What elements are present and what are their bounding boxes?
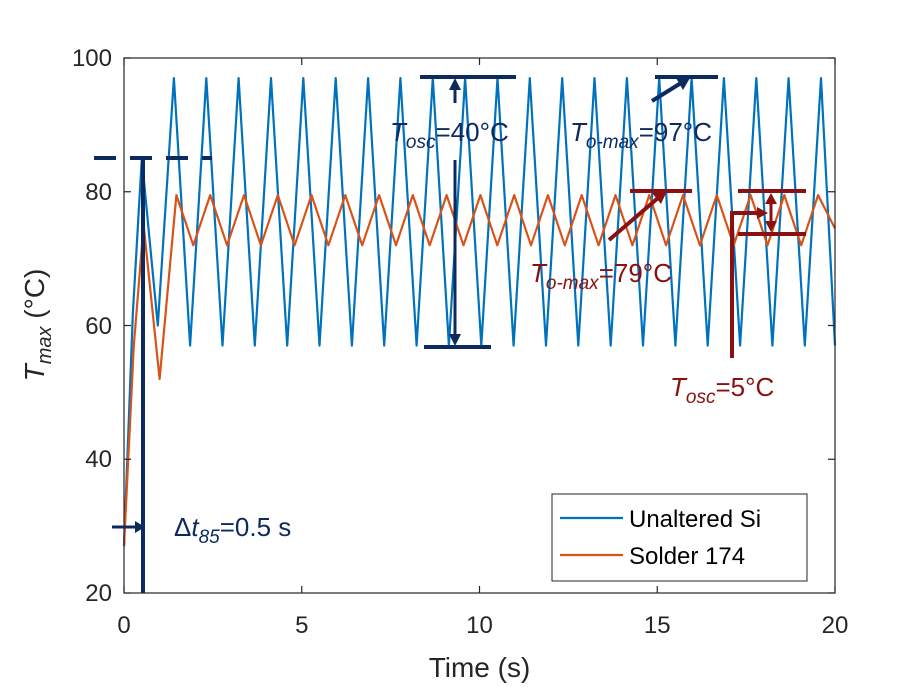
solder-tomax-sub: o-max (546, 273, 600, 294)
si-tomax-sub: o-max (586, 132, 640, 153)
x-tick-label: 10 (466, 612, 493, 639)
y-axis-title: Tmax (°C) (19, 269, 56, 382)
y-tick-label: 20 (85, 580, 112, 607)
solder-tomax-label: To-max=79°C (530, 258, 672, 294)
solder-tomax-value: =79°C (599, 258, 672, 288)
dt85-var: t (191, 512, 200, 542)
y-tick-label: 100 (72, 45, 112, 72)
solder-tosc-value: =5°C (715, 372, 774, 402)
si-tomax-annotation: To-max=97°C (570, 75, 718, 153)
solder-tosc-arrow-up (765, 193, 777, 204)
si-tosc-sub: osc (406, 132, 436, 153)
solder-tomax-annotation: To-max=79°C (530, 189, 692, 294)
y-axis-sub: max (34, 325, 56, 364)
solder-tomax-var: T (530, 258, 548, 288)
si-tosc-arrow-down (449, 334, 461, 346)
solder-tosc-var: T (670, 372, 688, 402)
dt85-prefix: Δ (174, 512, 191, 542)
solder-tosc-leader-head (757, 207, 768, 219)
solder-tosc-arrow-down (765, 221, 777, 232)
si-tomax-value: =97°C (639, 117, 712, 147)
si-tosc-arrow-up (449, 78, 461, 90)
dt85-annotation: Δt85=0.5 s (94, 156, 291, 593)
si-tosc-annotation: Tosc=40°C (390, 75, 516, 349)
series-line-solder-174 (122, 194, 836, 547)
x-tick-label: 15 (644, 612, 671, 639)
si-tomax-arrow-shaft (650, 81, 683, 103)
si-tomax-var: T (570, 117, 588, 147)
dt85-value: =0.5 s (220, 512, 292, 542)
solder-tosc-leader (730, 211, 760, 358)
solder-tomax-arrow-head (652, 191, 667, 204)
si-tosc-label: Tosc=40°C (390, 117, 509, 153)
x-tick-label: 0 (117, 612, 130, 639)
solder-tosc-sub: osc (686, 387, 716, 408)
y-tick-label: 60 (85, 313, 112, 340)
legend-box (551, 493, 808, 582)
y-axis-var: T (19, 362, 50, 381)
si-tosc-var: T (390, 117, 408, 147)
series-line-unaltered-si (122, 76, 837, 547)
legend-label-solder-174: Solder 174 (629, 543, 745, 570)
si-tomax-label: To-max=97°C (570, 117, 712, 153)
si-tomax-arrow-head (676, 78, 690, 90)
legend-label-unaltered-si: Unaltered Si (629, 506, 761, 533)
solder-tosc-label: Tosc=5°C (670, 372, 774, 408)
solder-tosc-annotation: Tosc=5°C (670, 189, 806, 408)
dt85-sub: 85 (199, 527, 221, 548)
series-layer (122, 76, 837, 547)
y-axis-unit: (°C) (19, 269, 50, 327)
si-tosc-value: =40°C (435, 117, 508, 147)
x-tick-label: 5 (295, 612, 308, 639)
x-tick-label: 20 (822, 612, 849, 639)
ticks-layer (123, 57, 836, 594)
legend: Unaltered Si Solder 174 (551, 493, 808, 582)
solder-tomax-arrow-shaft (607, 196, 660, 242)
y-tick-label: 40 (85, 446, 112, 473)
dt85-arrow-head (135, 521, 145, 533)
dt85-label: Δt85=0.5 s (174, 512, 291, 548)
y-tick-label: 80 (85, 179, 112, 206)
x-axis-title: Time (s) (429, 652, 531, 683)
